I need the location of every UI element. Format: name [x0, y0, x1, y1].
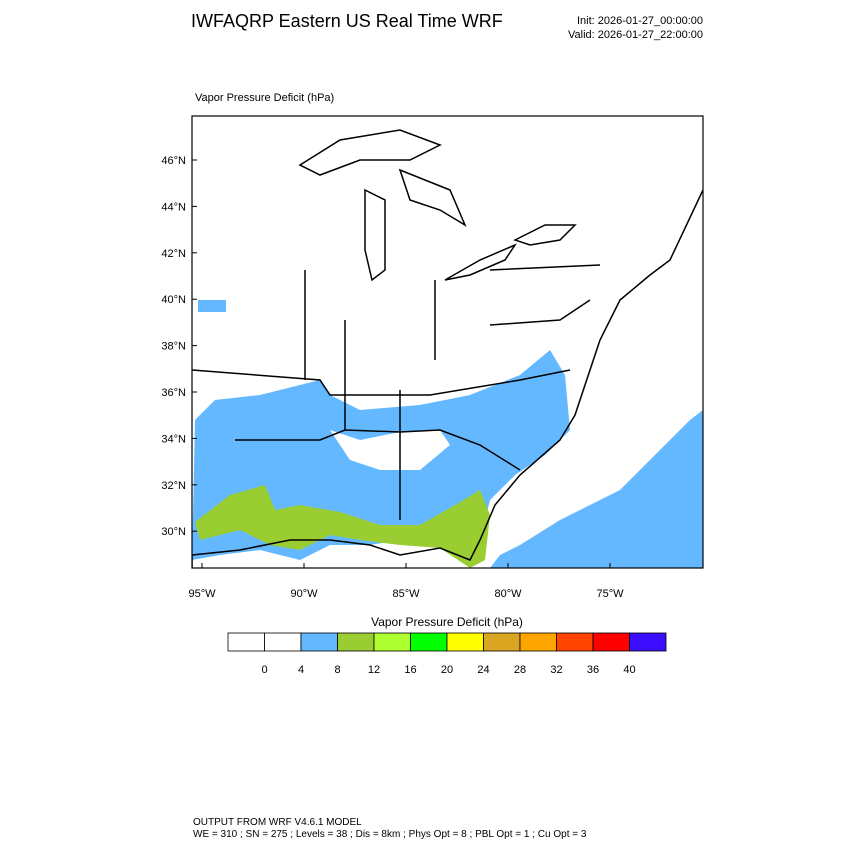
- colorbar-label: 0: [261, 664, 267, 676]
- colorbar-box: [519, 632, 557, 652]
- lon-label: 85°W: [392, 588, 420, 600]
- colorbar-box: [629, 632, 667, 652]
- colorbar-box: [556, 632, 594, 652]
- colorbar-label: 20: [441, 664, 453, 676]
- colorbar-label: 32: [550, 664, 562, 676]
- lat-label: 42°N: [161, 248, 186, 260]
- colorbar-box: [373, 632, 411, 652]
- lat-labels: 46°N 44°N 42°N 40°N 38°N 36°N 34°N 32°N 30°N: [161, 155, 197, 538]
- vpd-blue-patch: [198, 300, 226, 312]
- colorbar-label: 36: [587, 664, 599, 676]
- vpd-white-gap: [330, 430, 450, 470]
- colorbar-label: 40: [623, 664, 635, 676]
- colorbar-label: 24: [477, 664, 489, 676]
- colorbar-box: [483, 632, 521, 652]
- coastline: [192, 189, 703, 568]
- footer-line: WE = 310 ; SN = 275 ; Levels = 38 ; Dis …: [193, 829, 587, 840]
- lat-label: 44°N: [161, 201, 186, 213]
- colorbar-title: Vapor Pressure Deficit (hPa): [371, 615, 523, 629]
- colorbar-box: [227, 632, 265, 652]
- lat-label: 40°N: [161, 294, 186, 306]
- ocean-field: [490, 410, 703, 568]
- lat-label: 46°N: [161, 155, 186, 167]
- lat-label: 38°N: [161, 341, 186, 353]
- lat-label: 36°N: [161, 387, 186, 399]
- colorbar-box: [446, 632, 484, 652]
- colorbar-box: [410, 632, 448, 652]
- valid-time: Valid: 2026-01-27_22:00:00: [568, 29, 703, 41]
- state-borders: [192, 264, 601, 520]
- colorbar-box: [592, 632, 630, 652]
- lon-label: 95°W: [188, 588, 216, 600]
- colorbar-box: [300, 632, 338, 652]
- great-lakes: [298, 129, 577, 282]
- colorbar-label: 8: [334, 664, 340, 676]
- map-frame: [191, 115, 704, 569]
- lon-label: 80°W: [494, 588, 522, 600]
- colorbar-box: [264, 632, 302, 652]
- colorbar-label: 4: [298, 664, 304, 676]
- lat-label: 30°N: [161, 526, 186, 538]
- lon-labels: 95°W 90°W 85°W 80°W 75°W: [188, 563, 624, 600]
- lon-label: 90°W: [290, 588, 318, 600]
- field-label: Vapor Pressure Deficit (hPa): [195, 92, 334, 104]
- colorbar-label: 12: [368, 664, 380, 676]
- lon-label: 75°W: [596, 588, 624, 600]
- colorbar-label: 28: [514, 664, 526, 676]
- title: IWFAQRP Eastern US Real Time WRF: [191, 11, 503, 31]
- footer-line: OUTPUT FROM WRF V4.6.1 MODEL: [193, 817, 362, 828]
- lat-label: 32°N: [161, 480, 186, 492]
- colorbar: 0 4 8 12 16 20 24 28 32 36 40: [227, 632, 667, 676]
- colorbar-box: [337, 632, 375, 652]
- lat-label: 34°N: [161, 433, 186, 445]
- colorbar-label: 16: [404, 664, 416, 676]
- init-time: Init: 2026-01-27_00:00:00: [577, 15, 703, 27]
- vpd-green: [195, 485, 490, 568]
- map-area: [192, 116, 703, 568]
